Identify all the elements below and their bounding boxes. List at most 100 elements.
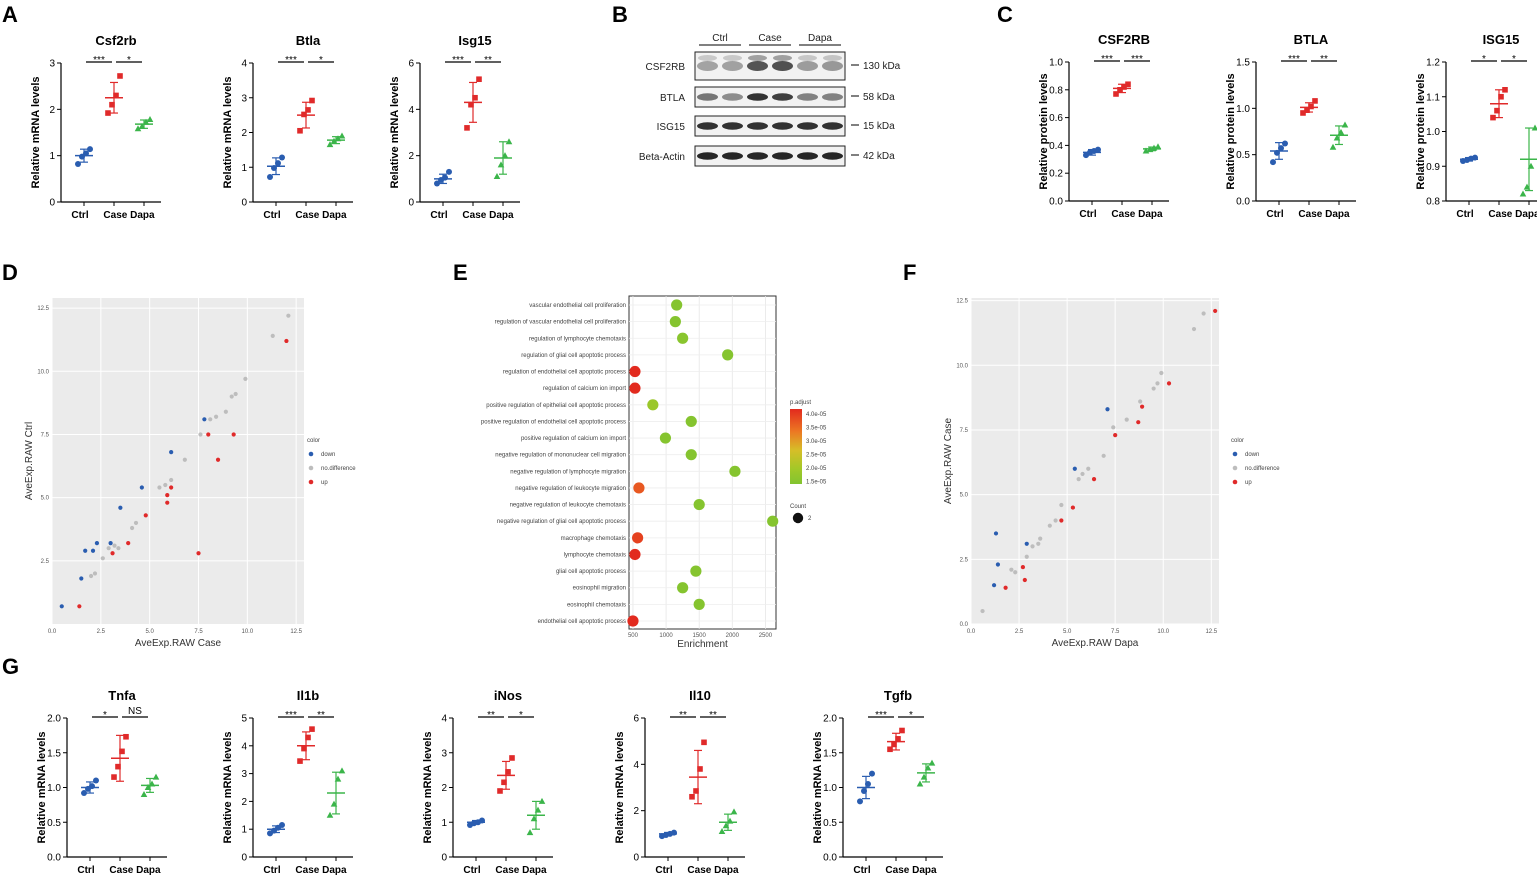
x-axis-label: AveExp.RAW Case bbox=[135, 638, 222, 649]
point-nodiff bbox=[1201, 311, 1206, 316]
x-tick-label: 5.0 bbox=[146, 629, 155, 635]
blot-group-label: Ctrl bbox=[712, 33, 728, 44]
data-point bbox=[920, 773, 928, 780]
term-label: eosinophil chemotaxis bbox=[567, 602, 626, 608]
y-tick-label: 0 bbox=[241, 853, 247, 864]
data-point bbox=[538, 797, 546, 804]
blot-band bbox=[697, 61, 718, 71]
data-point bbox=[722, 822, 730, 829]
data-point bbox=[497, 788, 503, 794]
data-point bbox=[338, 767, 346, 774]
blot-band bbox=[772, 61, 793, 71]
y-tick-label: 1.1 bbox=[1426, 92, 1440, 103]
data-point bbox=[338, 132, 346, 139]
point-nodiff bbox=[1086, 466, 1091, 471]
significance-label: * bbox=[1482, 54, 1486, 65]
x-tick-label: 10.0 bbox=[242, 629, 254, 635]
y-tick-label: 4 bbox=[633, 760, 639, 771]
point-up bbox=[77, 604, 82, 609]
term-label: positive regulation of endothelial cell … bbox=[481, 419, 626, 425]
x-tick-label: 2.5 bbox=[97, 629, 106, 635]
point-nodiff bbox=[1111, 425, 1116, 430]
term-label: positive regulation of epithelial cell a… bbox=[486, 403, 626, 409]
data-point bbox=[493, 173, 501, 180]
y-tick-label: 2.5 bbox=[960, 557, 969, 563]
data-point bbox=[1519, 190, 1527, 197]
point-down bbox=[993, 531, 999, 536]
legend-label: up bbox=[1245, 480, 1252, 486]
blot-band bbox=[772, 122, 793, 130]
chart-title: Isg15 bbox=[458, 33, 491, 48]
data-point bbox=[1308, 103, 1314, 110]
y-tick-label: 2 bbox=[241, 128, 247, 139]
y-tick-label: 4 bbox=[241, 59, 247, 70]
point-down bbox=[83, 548, 88, 553]
blot-row-csf2rb: CSF2RB 130 kDa bbox=[646, 51, 901, 81]
significance-label: ** bbox=[317, 710, 325, 721]
x-tick-label: Ctrl bbox=[1079, 209, 1096, 220]
point-down bbox=[991, 583, 997, 588]
significance-label: * bbox=[127, 55, 131, 66]
dotplot-isg15: 0.8 0.9 1.0 1.1 1.2 Ctrl Case Dapa ISG15 Relativ… bbox=[1415, 32, 1537, 220]
blot-band bbox=[723, 55, 742, 61]
blot-band bbox=[698, 55, 717, 61]
data-point bbox=[1274, 149, 1280, 156]
color-tick-label: 2.0e-05 bbox=[806, 466, 827, 472]
panel-label-e: E bbox=[453, 260, 468, 285]
legend: color down no.difference up bbox=[1231, 438, 1280, 486]
blot-band bbox=[722, 122, 743, 130]
x-tick-label: 0.0 bbox=[967, 629, 976, 635]
chart-title: Tnfa bbox=[108, 688, 136, 703]
color-tick-label: 4.0e-05 bbox=[806, 412, 827, 418]
color-bar bbox=[790, 409, 802, 484]
y-tick-label: 0.0 bbox=[1049, 197, 1063, 208]
significance-label: ** bbox=[679, 710, 687, 721]
y-axis-label: Relative mRNA levels bbox=[389, 76, 401, 188]
x-tick-label: Ctrl bbox=[1266, 209, 1283, 220]
blot-band bbox=[797, 61, 818, 71]
bubble bbox=[693, 598, 705, 610]
plot-frame bbox=[628, 295, 777, 630]
term-label: negative regulation of leukocyte migrati… bbox=[515, 486, 626, 492]
plot-background bbox=[52, 298, 304, 624]
legend-marker bbox=[308, 451, 314, 457]
point-up bbox=[1113, 433, 1118, 438]
data-point bbox=[1329, 143, 1337, 150]
data-point bbox=[464, 125, 470, 131]
significance-label: * bbox=[103, 710, 107, 721]
data-point bbox=[497, 161, 505, 168]
data-point bbox=[505, 769, 511, 775]
x-tick-label: Case Dapa bbox=[687, 865, 739, 876]
point-nodiff bbox=[1059, 502, 1064, 508]
y-tick-label: 1 bbox=[49, 151, 55, 162]
y-axis-label: Relative mRNA levels bbox=[222, 76, 234, 188]
y-tick-label: 1.0 bbox=[1426, 127, 1440, 138]
y-tick-label: 4 bbox=[241, 741, 247, 752]
significance-label: ** bbox=[709, 710, 717, 721]
blot-band bbox=[823, 55, 842, 61]
bubble bbox=[629, 382, 641, 394]
y-tick-label: 0.2 bbox=[1049, 169, 1063, 180]
dotplot-il1b: 0 1 2 3 4 5 Ctrl Case Dapa Il1b Relative mRNA lev… bbox=[222, 688, 353, 876]
data-point bbox=[1270, 159, 1276, 166]
significance-label: ** bbox=[487, 710, 495, 721]
significance-label: *** bbox=[93, 55, 105, 66]
panel-label-f: F bbox=[903, 260, 916, 285]
significance-label: ** bbox=[484, 55, 492, 66]
x-tick-label: Ctrl bbox=[71, 210, 88, 221]
y-tick-label: 1 bbox=[241, 825, 247, 836]
point-up bbox=[165, 500, 170, 505]
data-point bbox=[526, 829, 534, 836]
y-tick-label: 3 bbox=[241, 93, 247, 104]
x-tick-label: Case Dapa bbox=[109, 865, 161, 876]
data-point bbox=[144, 784, 152, 790]
y-tick-label: 0.6 bbox=[1049, 113, 1063, 124]
point-up bbox=[165, 493, 170, 498]
bubble bbox=[669, 316, 681, 328]
data-point bbox=[79, 153, 85, 160]
bubble bbox=[629, 548, 641, 561]
blot-band bbox=[822, 122, 843, 130]
data-point bbox=[1494, 107, 1500, 114]
data-point bbox=[442, 174, 448, 181]
bubble bbox=[647, 399, 659, 411]
